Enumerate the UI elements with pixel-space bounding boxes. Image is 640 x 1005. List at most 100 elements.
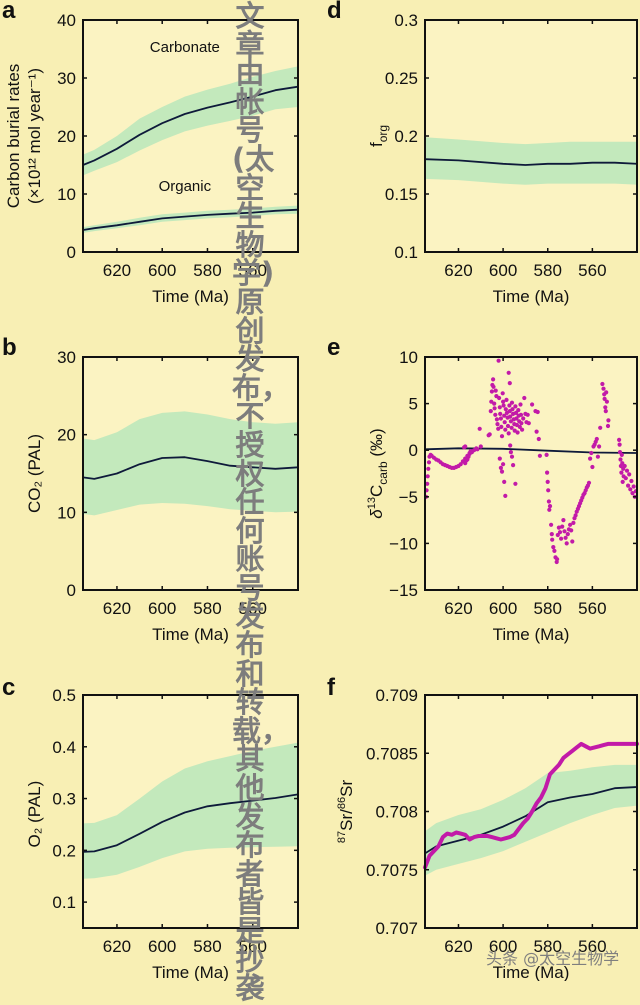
y-tick-label: 20 — [57, 426, 76, 445]
x-tick-label: 560 — [239, 937, 267, 956]
data-point — [544, 452, 549, 457]
x-axis-title: Time (Ma) — [152, 963, 229, 981]
y-tick-label: 10 — [57, 185, 76, 204]
series-measured-87sr-86sr-line — [423, 741, 639, 870]
data-point — [570, 539, 575, 544]
y-axis-title: forg — [367, 125, 390, 147]
data-point — [463, 444, 468, 449]
data-point — [506, 431, 511, 436]
x-tick-label: 620 — [103, 599, 131, 618]
data-point — [590, 464, 595, 470]
data-point — [536, 436, 541, 442]
y-tick-label: 0.1 — [52, 893, 76, 912]
data-point — [562, 529, 567, 534]
series-carbonate-line — [83, 85, 298, 166]
data-point — [547, 507, 552, 512]
data-point — [552, 548, 557, 554]
x-tick-label: 580 — [534, 937, 562, 956]
data-point — [496, 426, 501, 431]
data-point — [502, 479, 507, 484]
data-point — [504, 397, 509, 402]
data-point — [510, 463, 516, 468]
data-point — [571, 520, 576, 526]
data-point — [503, 407, 508, 412]
y-tick-label: 0.708 — [375, 803, 418, 822]
series-o2-line — [83, 793, 298, 853]
data-point — [495, 422, 500, 427]
x-tick-label: 620 — [103, 261, 131, 280]
y-tick-label: 10 — [399, 348, 418, 367]
data-point — [507, 403, 512, 408]
x-tick-label: 560 — [239, 261, 267, 280]
data-point — [603, 409, 608, 414]
data-point — [513, 410, 519, 415]
data-point — [550, 537, 555, 542]
y-tick-label: 5 — [409, 395, 418, 414]
data-point — [573, 513, 578, 518]
y-tick-label: 0.4 — [52, 738, 76, 757]
data-point — [620, 461, 625, 466]
x-tick-label: 620 — [103, 937, 131, 956]
y-axis-title: CO₂ (PAL) — [25, 434, 44, 513]
y-tick-label: 0.7085 — [366, 744, 418, 763]
plot-content — [83, 742, 298, 879]
data-point — [510, 407, 515, 412]
x-tick-label: 560 — [578, 261, 606, 280]
x-tick-label: 600 — [489, 599, 517, 618]
data-point — [618, 457, 623, 462]
panel-a: 620 600 580 560 0 10 20 30 40 Time (Ma) a Carbon bu… — [2, 0, 299, 306]
data-point — [498, 416, 503, 421]
data-point — [493, 388, 498, 393]
data-point — [426, 460, 432, 465]
data-point — [464, 458, 469, 463]
data-point — [426, 466, 431, 471]
data-point — [594, 436, 599, 442]
data-point — [620, 479, 625, 484]
data-point — [547, 504, 553, 509]
y-axis-title: 87Sr/86Sr — [336, 780, 356, 844]
credit-watermark: 头条 @太空生物学 — [486, 949, 620, 968]
data-point — [501, 399, 506, 404]
plot-area — [425, 357, 637, 590]
y-tick-label: 0 — [67, 581, 76, 600]
y-tick-label: 0.709 — [375, 686, 418, 705]
annotation-organic: Organic — [159, 178, 212, 195]
series-carbonate-uncertainty-band — [83, 66, 298, 176]
panel-c: 620 600 580 560 0.1 0.2 0.3 0.4 0.5 Time (Ma) c O₂ … — [2, 674, 299, 981]
data-point — [627, 472, 632, 477]
panel-label: d — [327, 0, 342, 24]
y-tick-label: 10 — [57, 503, 76, 522]
data-point — [534, 429, 539, 434]
data-point — [546, 499, 552, 504]
data-point — [545, 479, 550, 484]
x-tick-label: 600 — [148, 261, 176, 280]
data-point — [606, 418, 611, 423]
plot-content — [425, 358, 637, 565]
data-point — [502, 413, 507, 418]
data-point — [487, 432, 492, 437]
x-tick-label: 560 — [578, 599, 606, 618]
data-point — [518, 402, 523, 407]
data-point — [502, 420, 507, 425]
series-model-87sr-86sr-line — [425, 786, 637, 855]
x-tick-label: 580 — [193, 599, 221, 618]
x-axis-title: Time (Ma) — [493, 625, 570, 644]
data-point — [624, 468, 630, 473]
y-axis-title: O₂ (PAL) — [25, 781, 44, 848]
data-point — [630, 491, 635, 496]
panel-f: 620 600 580 560 0.707 0.7075 0.708 0.7085 0.709 T… — [327, 674, 639, 981]
panel-label: c — [2, 674, 15, 701]
data-point — [530, 402, 535, 407]
x-tick-label: 560 — [239, 599, 267, 618]
x-tick-label: 620 — [444, 937, 472, 956]
plot-frame — [82, 356, 299, 591]
data-point — [617, 442, 622, 447]
data-point — [508, 414, 513, 419]
data-point — [569, 528, 574, 533]
panel-label: b — [2, 334, 17, 361]
data-point — [619, 470, 624, 475]
data-point — [555, 557, 560, 562]
data-point — [600, 381, 605, 387]
panel-d: 620 600 580 560 0.1 0.15 0.2 0.25 0.3 Time (Ma) d f… — [327, 0, 638, 306]
